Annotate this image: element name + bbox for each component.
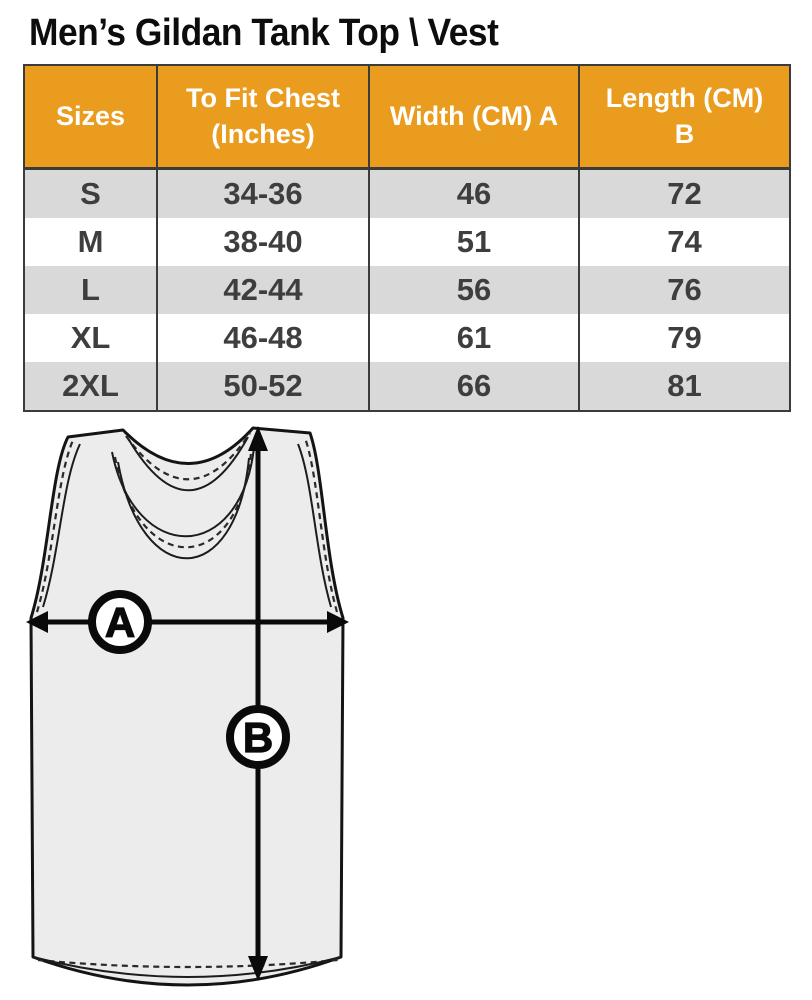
chest-cell: 42-44 <box>156 266 369 314</box>
header-cell-chest: To Fit Chest (Inches) <box>156 65 369 170</box>
right-armhole-inner-edge <box>297 443 332 608</box>
header-cell-width: Width (CM) A <box>368 65 579 170</box>
width-cell: 51 <box>368 218 579 266</box>
chest-cell: 50-52 <box>156 362 369 411</box>
length-arrowhead-bottom <box>248 956 268 981</box>
hem-stitch-line <box>37 958 339 969</box>
width-arrowhead-right <box>327 611 349 633</box>
size-chart-table: Sizes To Fit Chest (Inches) Width (CM) A… <box>23 64 791 412</box>
length-arrowhead-top <box>248 426 268 451</box>
length-cell: 74 <box>578 218 790 266</box>
header-cell-sizes: Sizes <box>24 65 157 170</box>
front-neckline-inner <box>117 457 250 560</box>
header-line: Width (CM) A <box>389 100 559 131</box>
table-row-xl: XL 46-48 61 79 <box>24 314 790 362</box>
hem-fold-edge <box>32 956 342 978</box>
chest-cell: 38-40 <box>156 218 369 266</box>
size-chart-header: Sizes To Fit Chest (Inches) Width (CM) A… <box>24 65 790 170</box>
table-row-s: S 34-36 46 72 <box>24 168 790 218</box>
left-armhole-inner-edge <box>42 443 81 608</box>
tank-top-measurement-diagram: A B <box>26 426 349 987</box>
length-label-circle <box>226 705 290 769</box>
table-row-m: M 38-40 51 74 <box>24 218 790 266</box>
size-cell: 2XL <box>62 368 119 403</box>
page-title: Men’s Gildan Tank Top \ Vest <box>29 12 499 54</box>
length-cell: 81 <box>578 362 790 411</box>
table-row-l: L 42-44 56 76 <box>24 266 790 314</box>
right-armhole-stitch <box>303 437 339 613</box>
length-cell: 79 <box>578 314 790 362</box>
width-cell: 61 <box>368 314 579 362</box>
header-line: To Fit Chest <box>186 82 340 113</box>
left-armhole-stitch <box>35 437 75 613</box>
chest-cell: 34-36 <box>156 168 369 218</box>
width-arrowhead-left <box>26 611 48 633</box>
collar-inner-edge <box>128 436 249 492</box>
header-line: B <box>674 118 695 149</box>
length-cell: 72 <box>578 168 790 218</box>
tank-top-outline <box>29 426 345 987</box>
header-cell-length: Length (CM) B <box>578 65 790 170</box>
size-cell: XL <box>70 320 111 355</box>
table-row-2xl: 2XL 50-52 66 81 <box>24 362 790 411</box>
header-line: Length (CM) <box>605 82 764 113</box>
width-cell: 66 <box>368 362 579 411</box>
collar-stitch-line <box>125 432 251 481</box>
header-row: Sizes To Fit Chest (Inches) Width (CM) A… <box>24 65 790 170</box>
header-line: Sizes <box>55 100 126 131</box>
size-cell: M <box>77 224 104 259</box>
size-cell: L <box>81 272 100 307</box>
header-line: (Inches) <box>211 118 315 149</box>
width-cell: 56 <box>368 266 579 314</box>
width-label-circle <box>88 590 152 654</box>
length-label: B <box>243 714 273 761</box>
chest-cell: 46-48 <box>156 314 369 362</box>
width-label: A <box>105 599 135 646</box>
length-cell: 76 <box>578 266 790 314</box>
width-cell: 46 <box>368 168 579 218</box>
size-cell: S <box>80 176 101 211</box>
